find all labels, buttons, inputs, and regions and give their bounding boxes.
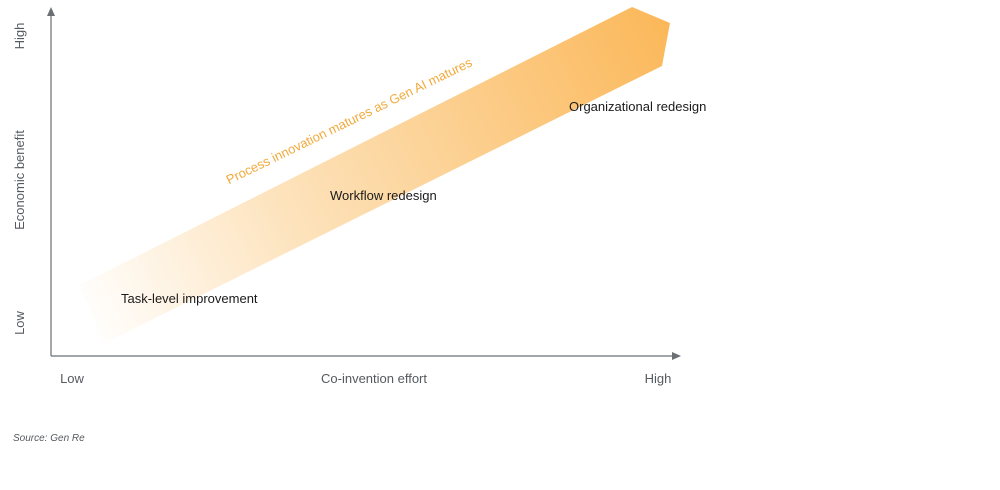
x-axis-high-label: High <box>645 371 672 386</box>
growth-arrow-band <box>80 7 670 344</box>
y-axis-low-label: Low <box>12 310 27 334</box>
y-axis-high-label: High <box>12 23 27 50</box>
source-note: Source: Gen Re <box>13 433 85 444</box>
stage-label-organizational: Organizational redesign <box>569 99 706 114</box>
stage-label-workflow: Workflow redesign <box>330 188 437 203</box>
y-axis-arrowhead <box>47 7 55 16</box>
x-axis-low-label: Low <box>60 371 84 386</box>
x-axis-title: Co-invention effort <box>321 371 427 386</box>
y-axis-title: Economic benefit <box>12 130 27 230</box>
stage-label-task-level: Task-level improvement <box>121 291 258 306</box>
x-axis-arrowhead <box>672 352 681 360</box>
